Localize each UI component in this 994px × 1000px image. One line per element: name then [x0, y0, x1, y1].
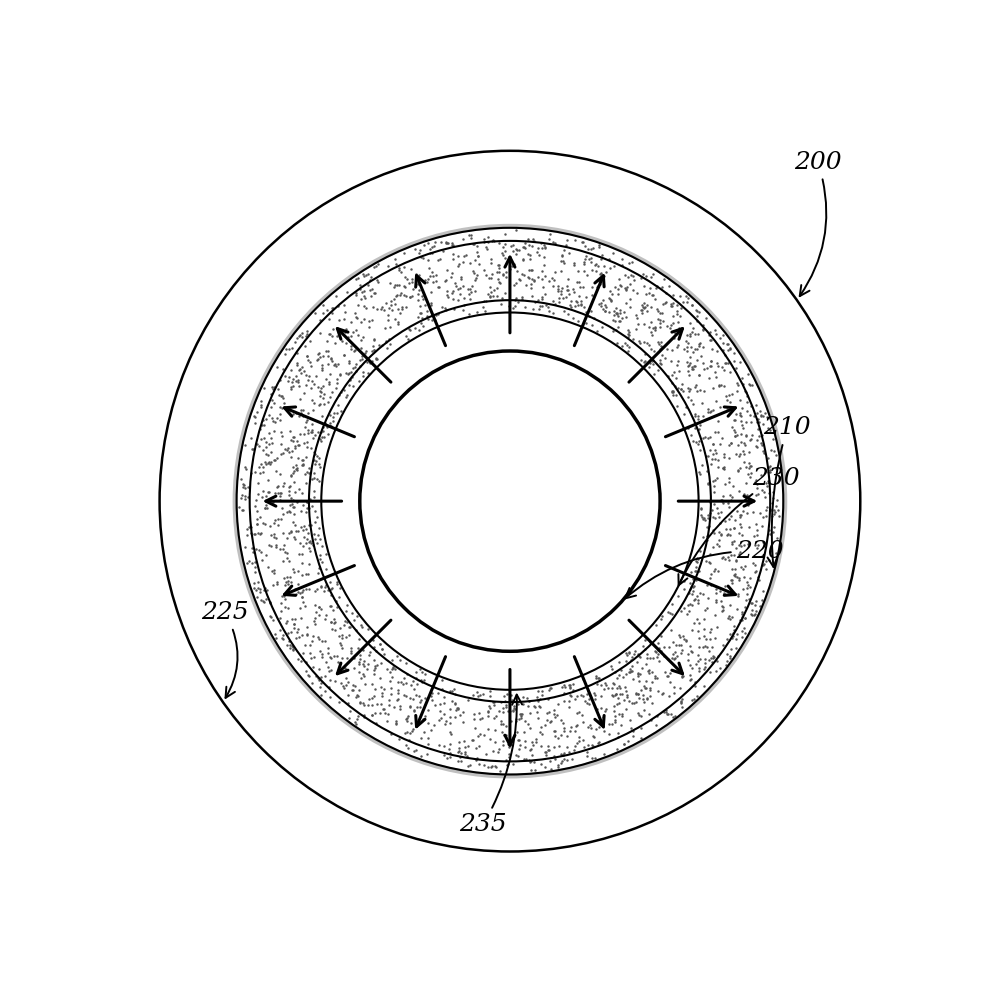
Text: 210: 210	[762, 416, 810, 567]
Text: 230: 230	[678, 467, 798, 585]
Text: 235: 235	[458, 695, 522, 836]
Circle shape	[360, 351, 659, 651]
Circle shape	[322, 313, 697, 689]
Text: 200: 200	[793, 151, 841, 296]
Circle shape	[237, 228, 782, 774]
Text: 225: 225	[201, 601, 248, 698]
Circle shape	[159, 151, 860, 852]
Text: 220: 220	[624, 540, 783, 598]
